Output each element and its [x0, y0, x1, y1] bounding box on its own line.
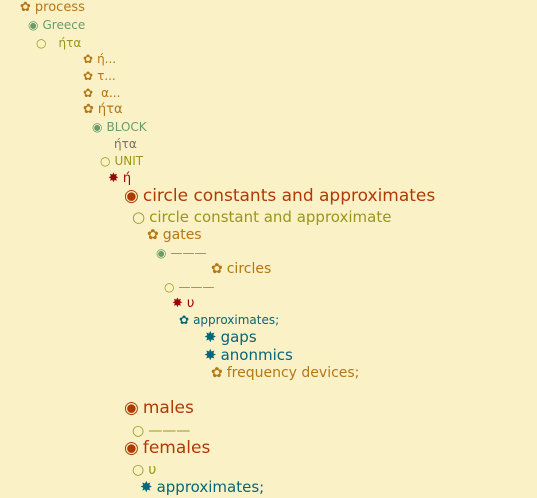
- node-label: frequency devices;: [226, 365, 360, 381]
- node-label: υ: [148, 462, 157, 478]
- tree-node-upsilon[interactable]: ✸ υ: [172, 297, 194, 310]
- star-icon: ✸: [172, 296, 183, 311]
- node-label: females: [142, 438, 211, 458]
- tree-node-circles[interactable]: ✿ circles: [211, 262, 271, 276]
- flower-icon: ✿: [83, 69, 94, 83]
- node-label: process: [34, 0, 85, 15]
- node-label: ή: [122, 171, 132, 186]
- tree-node-dash-1[interactable]: ◉ ———: [156, 247, 206, 259]
- flower-icon: ✿: [20, 0, 31, 15]
- star-icon: ✸: [204, 346, 217, 364]
- fisheye-icon: ◉: [156, 246, 167, 260]
- tree-node-dash-3[interactable]: ○ ———: [132, 424, 190, 438]
- node-label: approximates;: [156, 478, 265, 496]
- star-icon: ✸: [108, 171, 119, 186]
- tree-node-i[interactable]: ✿ ή...: [83, 53, 116, 65]
- tree-node-approximates-2[interactable]: ✸ approximates;: [140, 480, 264, 495]
- node-label: anonmics: [220, 346, 293, 364]
- circle-icon: ○: [164, 280, 175, 294]
- tree-node-circle-constants[interactable]: ◉ circle constants and approximates: [124, 188, 435, 205]
- tree-node-i-2[interactable]: ✸ ή: [108, 172, 131, 185]
- node-label: circle constants and approximates: [142, 186, 436, 206]
- tree-node-females[interactable]: ◉ females: [124, 440, 210, 457]
- flower-icon: ✿: [83, 102, 94, 117]
- node-label: ———: [170, 246, 207, 260]
- flower-icon: ✿: [211, 261, 223, 277]
- flower-icon: ✿: [179, 313, 190, 327]
- flower-icon: ✿: [211, 365, 223, 381]
- node-label: circle constant and approximate: [149, 208, 392, 226]
- node-label: gaps: [220, 328, 257, 346]
- fisheye-icon: ◉: [92, 120, 103, 134]
- flower-icon: ✿: [147, 227, 159, 243]
- tree-node-gaps[interactable]: ✸ gaps: [204, 330, 257, 345]
- tree-node-tau[interactable]: ✿ τ...: [83, 70, 116, 82]
- fisheye-icon: ◉: [124, 398, 139, 418]
- tree-node-dash-2[interactable]: ○ ———: [164, 281, 214, 293]
- star-icon: ✸: [140, 478, 153, 496]
- circle-icon: ○: [100, 154, 111, 168]
- tree-node-unit[interactable]: ○ UNIT: [100, 155, 143, 167]
- node-label: υ: [186, 296, 195, 311]
- tree-node-ita[interactable]: ○ ήτα: [36, 37, 81, 49]
- node-label: approximates;: [193, 313, 280, 327]
- tree-node-frequency-devices[interactable]: ✿ frequency devices;: [211, 366, 359, 380]
- tree-node-process[interactable]: ✿ process: [20, 1, 85, 14]
- tree-node-approximates[interactable]: ✿ approximates;: [179, 314, 279, 326]
- node-label: ———: [148, 423, 191, 439]
- fisheye-icon: ◉: [124, 186, 139, 206]
- tree-node-block[interactable]: ◉ BLOCK: [92, 121, 147, 133]
- node-label: ή...: [97, 52, 117, 66]
- node-label: α...: [101, 86, 121, 100]
- tree-node-ita-2[interactable]: ✿ ήτα: [83, 103, 123, 116]
- node-label: BLOCK: [106, 120, 147, 134]
- tree-node-circle-constant[interactable]: ○ circle constant and approximate: [132, 210, 391, 225]
- circle-icon: ○: [132, 423, 145, 439]
- fisheye-icon: ◉: [124, 438, 139, 458]
- node-label: ήτα: [97, 102, 123, 117]
- circle-icon: ○: [36, 36, 47, 50]
- node-label: UNIT: [114, 154, 144, 168]
- circle-icon: ○: [132, 462, 145, 478]
- node-label: Greece: [42, 18, 86, 32]
- node-label: ———: [178, 280, 215, 294]
- node-label: τ...: [97, 69, 116, 83]
- node-label: gates: [162, 227, 202, 243]
- tree-node-gates[interactable]: ✿ gates: [147, 228, 202, 242]
- tree-node-upsilon-2[interactable]: ○ υ: [132, 463, 156, 477]
- node-label: males: [142, 398, 194, 418]
- tree-node-ita-3[interactable]: ήτα: [114, 138, 137, 150]
- tree-node-males[interactable]: ◉ males: [124, 400, 194, 417]
- circle-icon: ○: [132, 208, 146, 226]
- node-label: ήτα: [114, 137, 137, 151]
- node-label: circles: [226, 261, 272, 277]
- star-icon: ✸: [204, 328, 217, 346]
- fisheye-icon: ◉: [28, 18, 39, 32]
- flower-icon: ✿: [83, 86, 94, 100]
- tree-node-alpha[interactable]: ✿ α...: [83, 87, 120, 99]
- node-label: ήτα: [58, 36, 82, 50]
- tree-node-greece[interactable]: ◉ Greece: [28, 19, 85, 31]
- flower-icon: ✿: [83, 52, 94, 66]
- tree-node-anonmics[interactable]: ✸ anonmics: [204, 348, 293, 363]
